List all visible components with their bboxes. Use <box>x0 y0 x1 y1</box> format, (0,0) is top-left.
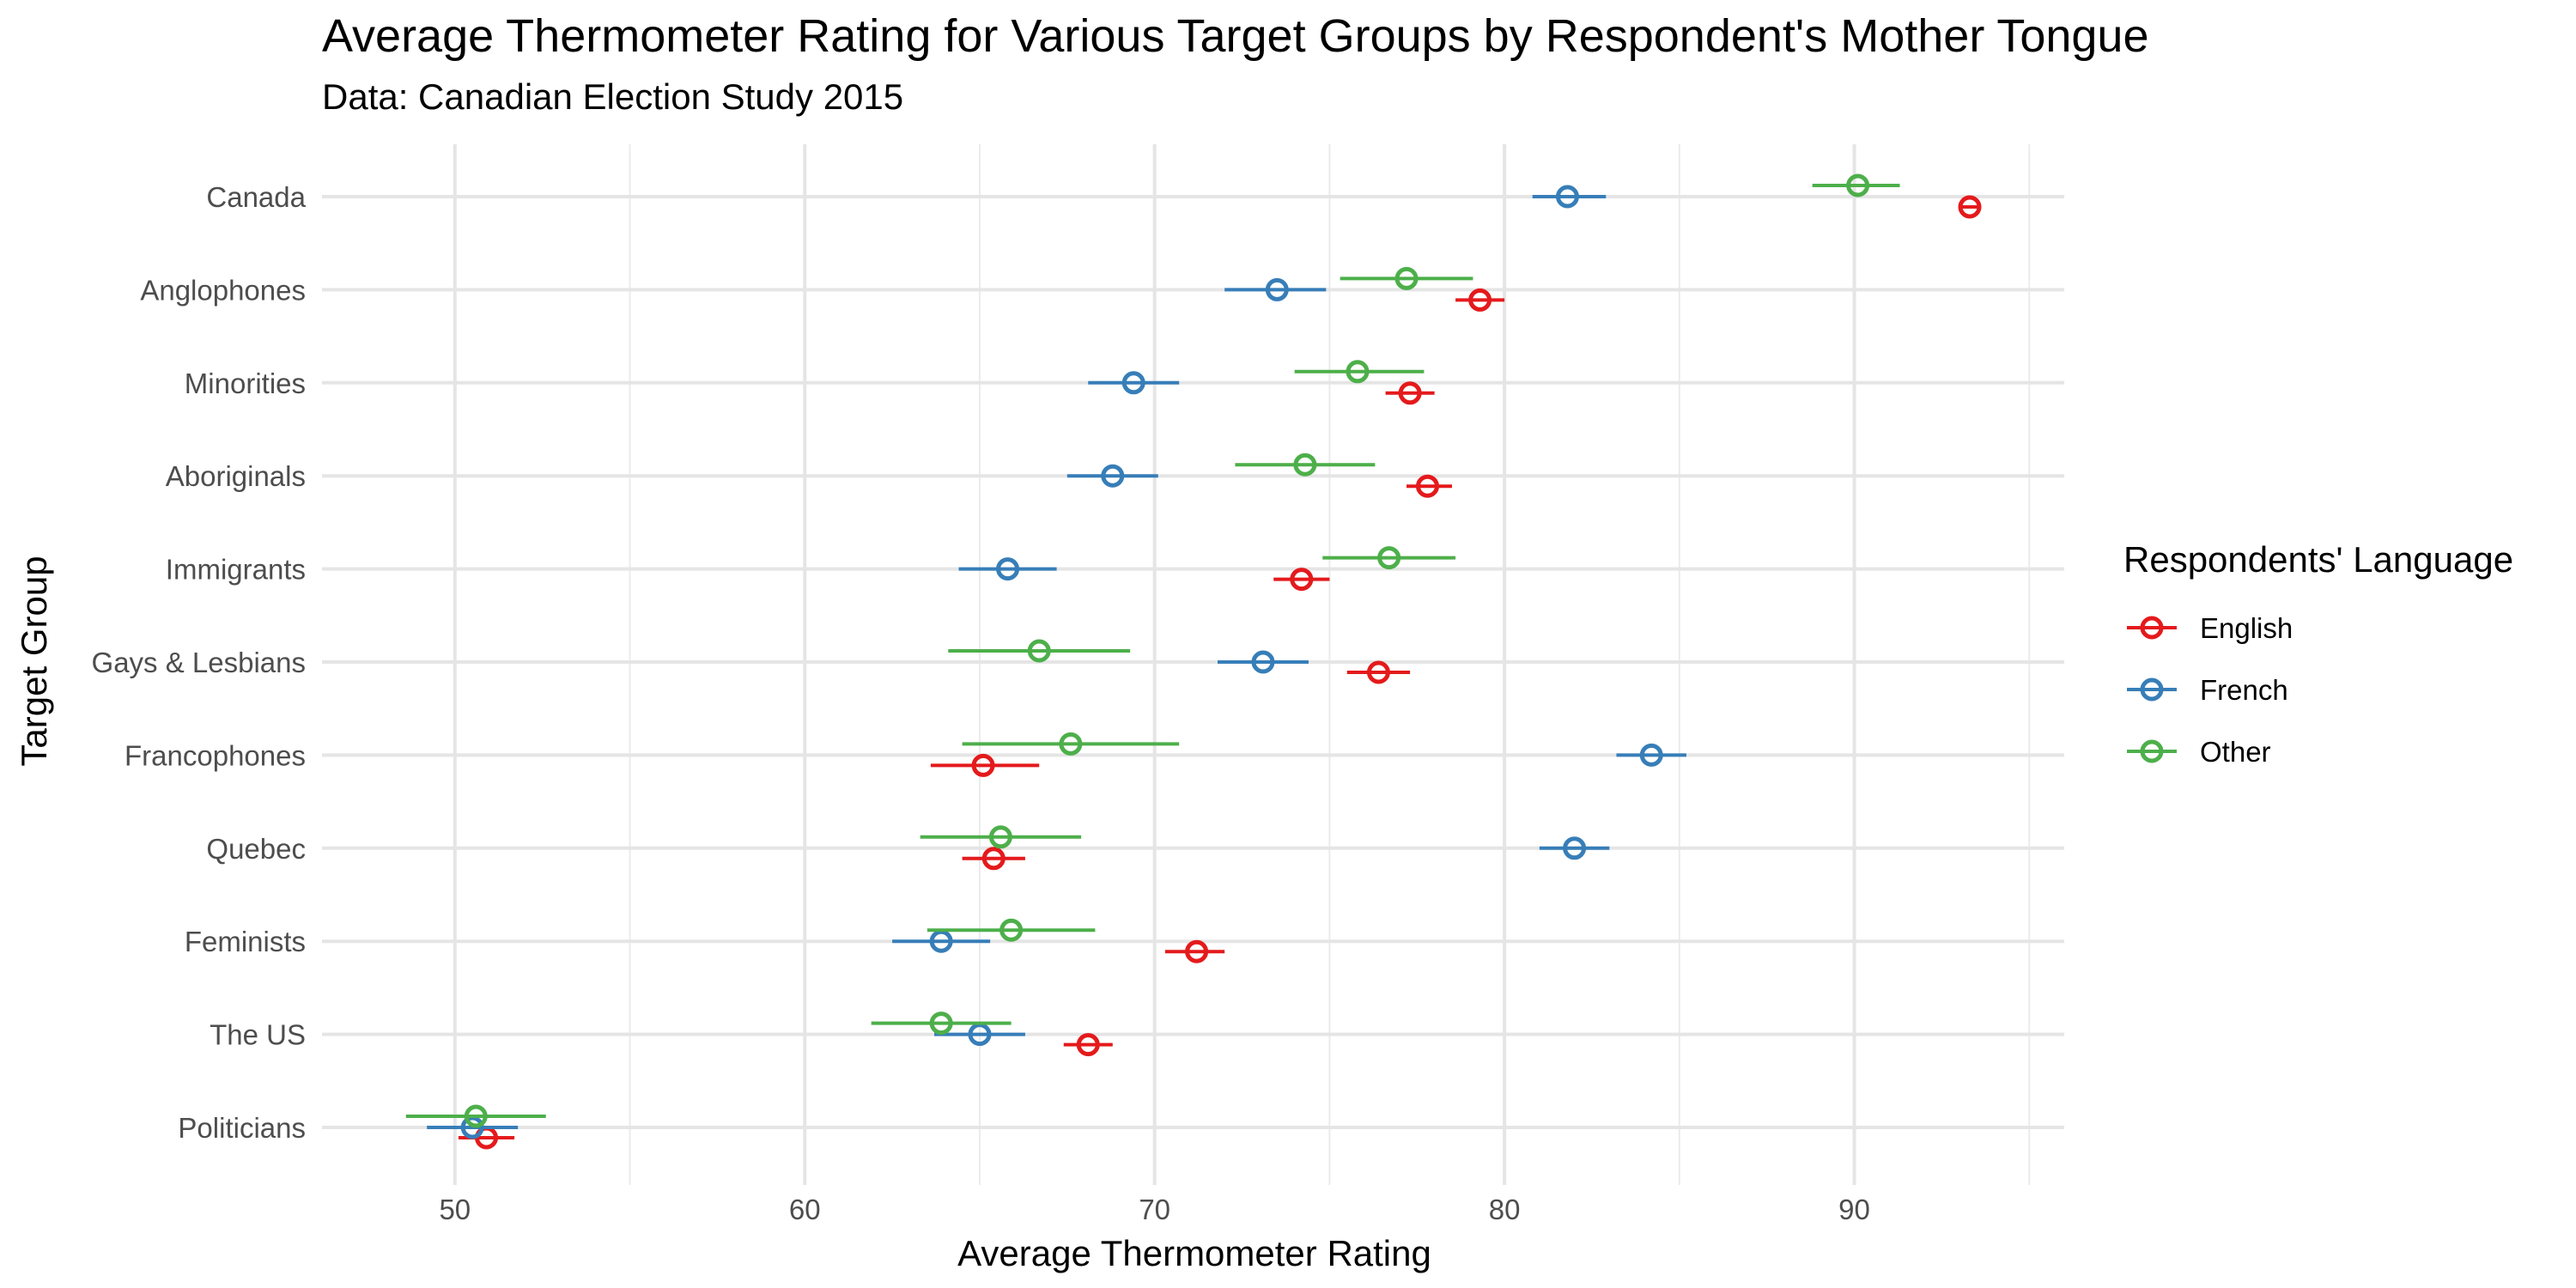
x-tick-label: 60 <box>789 1194 821 1225</box>
y-axis-title: Target Group <box>14 556 54 766</box>
x-axis-title: Average Thermometer Rating <box>957 1233 1431 1273</box>
chart-subtitle: Data: Canadian Election Study 2015 <box>322 76 903 117</box>
data-point <box>1059 732 1083 756</box>
data-point <box>1346 360 1370 384</box>
series-other <box>405 173 1900 1128</box>
data-point <box>1394 266 1419 290</box>
data-point <box>929 1012 953 1036</box>
legend-item-english: English <box>2127 612 2293 644</box>
data-point <box>464 1104 488 1128</box>
data-point <box>1555 185 1579 209</box>
data-point <box>996 557 1020 581</box>
legend-item-french: French <box>2127 674 2288 706</box>
y-tick-label: Immigrants <box>166 554 306 586</box>
y-tick-label: Francophones <box>125 739 306 771</box>
legend-label: Other <box>2200 736 2271 768</box>
legend-key-point <box>2140 739 2164 763</box>
data-point <box>1958 195 1982 219</box>
data-point <box>1265 277 1289 301</box>
y-tick-label: The US <box>210 1019 306 1051</box>
series-english <box>458 195 1982 1150</box>
data-point <box>1293 453 1317 477</box>
data-point <box>999 918 1024 942</box>
y-tick-label: Feminists <box>185 926 306 957</box>
legend-key-point <box>2140 616 2164 640</box>
x-tick-label: 80 <box>1489 1194 1521 1225</box>
x-tick-label: 90 <box>1838 1194 1870 1225</box>
x-tick-label: 70 <box>1139 1194 1170 1225</box>
data-point <box>988 825 1012 849</box>
data-point <box>1076 1033 1100 1057</box>
data-point <box>1251 650 1275 674</box>
data-point <box>1027 639 1051 663</box>
data-point <box>971 753 995 777</box>
x-tick-labels: 50 60 70 80 90 <box>439 1194 1869 1225</box>
y-tick-label: Gays & Lesbians <box>92 647 306 678</box>
chart-title: Average Thermometer Rating for Various T… <box>322 10 2149 62</box>
data-point <box>1185 939 1209 963</box>
legend-label: English <box>2200 612 2293 644</box>
y-tick-label: Canada <box>206 181 306 213</box>
legend-title: Respondents' Language <box>2123 539 2513 580</box>
y-tick-label: Minorities <box>185 368 306 399</box>
y-tick-labels: Canada Anglophones Minorities Aboriginals Im… <box>92 181 307 1144</box>
y-tick-label: Politicians <box>178 1112 306 1144</box>
legend-label: French <box>2200 674 2288 706</box>
data-point <box>1415 474 1439 498</box>
data-point <box>1377 546 1401 570</box>
grid <box>322 144 2064 1185</box>
data-point <box>1121 371 1145 395</box>
data-point <box>1101 464 1125 488</box>
y-tick-label: Quebec <box>206 833 306 865</box>
data-layer <box>405 173 1982 1150</box>
data-point <box>1468 288 1492 312</box>
data-point <box>1366 660 1390 684</box>
data-point <box>1639 743 1663 767</box>
x-tick-label: 50 <box>439 1194 471 1225</box>
legend-items: English French Other <box>2127 612 2293 768</box>
data-point <box>1290 568 1314 592</box>
y-tick-label: Aboriginals <box>166 460 306 492</box>
legend-item-other: Other <box>2127 736 2271 768</box>
series-french <box>427 185 1686 1139</box>
data-point <box>1563 836 1587 860</box>
data-point <box>1846 173 1870 197</box>
data-point <box>1398 381 1422 405</box>
y-tick-label: Anglophones <box>140 274 306 306</box>
legend: Respondents' Language English French Other <box>2123 539 2513 768</box>
data-point <box>981 847 1005 871</box>
legend-key-point <box>2140 677 2164 702</box>
